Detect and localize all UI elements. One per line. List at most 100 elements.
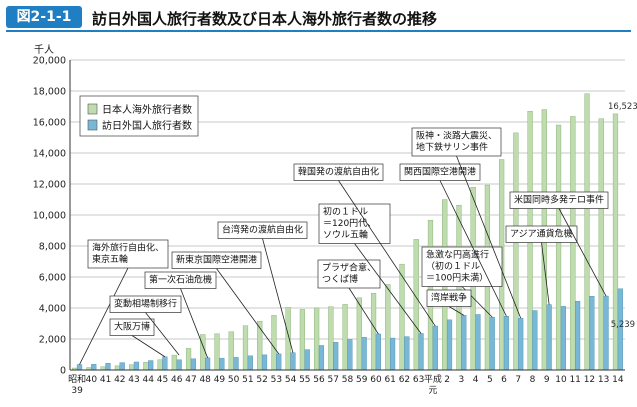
- bar-foreign-inbound: [333, 342, 339, 371]
- annotation-box: [399, 163, 481, 181]
- annotation-pointer: [131, 335, 166, 358]
- x-tick-label: 昭和: [68, 374, 86, 385]
- bar-foreign-inbound: [318, 345, 325, 371]
- annotation-box: [509, 191, 609, 209]
- bar-foreign-inbound: [560, 306, 566, 371]
- x-tick-label: 59: [356, 375, 368, 385]
- x-tick-label: 2: [444, 375, 450, 385]
- y-tick-label: 4,000: [39, 304, 66, 315]
- x-tick-label: 9: [544, 375, 550, 385]
- bar-japanese-outbound: [598, 118, 604, 371]
- bar-foreign-inbound: [489, 316, 495, 371]
- annotation-box: [318, 203, 391, 244]
- bar-foreign-inbound: [276, 353, 282, 371]
- x-tick-label: 13: [598, 375, 609, 385]
- x-tick-label: 平成: [424, 373, 442, 385]
- x-tick-label: 60: [370, 375, 382, 385]
- bar-japanese-outbound: [314, 307, 320, 371]
- x-tick-label: 56: [313, 375, 325, 385]
- bar-foreign-inbound: [304, 349, 310, 371]
- bar-foreign-inbound: [418, 333, 424, 371]
- annotation-pointer: [79, 267, 129, 365]
- x-tick-label: 53: [271, 375, 282, 385]
- annotation-text: 関西国際空港開港: [404, 166, 476, 178]
- y-axis-label: 千人: [34, 44, 54, 56]
- x-tick-label: 11: [569, 375, 580, 385]
- bar-japanese-outbound: [456, 204, 462, 371]
- annotation-text: 韓国発の渡航自由化: [298, 166, 379, 178]
- annotation-box: [411, 127, 502, 157]
- annotation-text: 東京五輪: [92, 253, 128, 265]
- bar-foreign-inbound: [261, 354, 268, 371]
- bar-foreign-inbound: [546, 304, 552, 371]
- bar-japanese-outbound: [257, 320, 263, 371]
- x-tick-label: 元: [428, 386, 437, 396]
- annotation-box: [171, 251, 262, 269]
- x-tick-label: 48: [199, 375, 211, 385]
- annotation-text: 大阪万博: [114, 321, 150, 333]
- annotation-pointer: [456, 155, 522, 319]
- x-tick-label: 41: [100, 375, 111, 385]
- annotation-text: つくば博: [322, 273, 358, 285]
- bar-japanese-outbound: [143, 362, 149, 371]
- bar-foreign-inbound: [190, 358, 196, 371]
- annotation-pointer: [145, 312, 180, 356]
- x-tick-label: 12: [584, 375, 595, 385]
- legend-swatch: [87, 103, 98, 115]
- y-tick-label: 12,000: [33, 180, 66, 191]
- bar-foreign-inbound: [532, 310, 538, 371]
- bar-japanese-outbound: [171, 354, 177, 371]
- annotation-box: [109, 318, 155, 336]
- annotation-box: [144, 271, 217, 289]
- bar-japanese-outbound: [328, 306, 334, 371]
- x-tick-label: 50: [228, 375, 240, 385]
- bar-foreign-inbound: [233, 357, 239, 371]
- x-tick-label: 54: [285, 375, 297, 385]
- data-label: 16,523: [608, 102, 637, 112]
- x-tick-label: 45: [157, 375, 168, 385]
- figure-number-badge: 図2-1-1: [6, 6, 82, 28]
- bar-japanese-outbound: [185, 348, 192, 371]
- x-tick-label: 57: [328, 375, 339, 385]
- x-tick-label: 51: [242, 375, 253, 385]
- y-tick-label: 0: [60, 366, 66, 377]
- bar-japanese-outbound: [385, 284, 391, 371]
- bar-japanese-outbound: [200, 334, 206, 371]
- y-tick-label: 20,000: [33, 56, 66, 67]
- x-tick-label: 52: [256, 375, 267, 385]
- x-tick-label: 49: [214, 375, 226, 385]
- bar-foreign-inbound: [475, 314, 481, 371]
- bar-japanese-outbound: [570, 116, 576, 371]
- bar-japanese-outbound: [157, 359, 163, 371]
- bar-japanese-outbound: [513, 132, 519, 371]
- annotation-text: ＝120円代、: [323, 218, 376, 229]
- annotation-text: プラザ合意、: [322, 262, 376, 274]
- annotation-text: 第一次石油危機: [149, 274, 212, 286]
- y-tick-label: 16,000: [33, 118, 66, 129]
- x-tick-label: 58: [342, 375, 354, 385]
- y-tick-label: 10,000: [33, 211, 66, 222]
- bar-japanese-outbound: [356, 297, 362, 371]
- bar-japanese-outbound: [242, 325, 249, 371]
- y-tick-label: 8,000: [39, 242, 66, 253]
- annotation-pointer: [348, 287, 379, 335]
- x-tick-label: 46: [171, 375, 183, 385]
- annotation-pointer: [541, 242, 550, 305]
- annotation-pointer: [558, 208, 607, 297]
- x-tick-label: 4: [473, 375, 479, 385]
- x-tick-label: 7: [515, 375, 521, 385]
- annotation-pointer: [216, 268, 280, 355]
- bar-foreign-inbound: [432, 325, 438, 371]
- legend-swatch: [87, 119, 98, 131]
- x-tick-label: 42: [114, 375, 125, 385]
- annotation-box: [217, 221, 308, 239]
- bar-japanese-outbound: [399, 263, 405, 371]
- annotation-box: [87, 239, 169, 269]
- x-tick-label: 61: [384, 375, 395, 385]
- y-tick-label: 14,000: [33, 149, 66, 160]
- bar-japanese-outbound: [413, 239, 419, 371]
- x-tick-label: 63: [413, 375, 424, 385]
- x-tick-label: 44: [143, 375, 155, 385]
